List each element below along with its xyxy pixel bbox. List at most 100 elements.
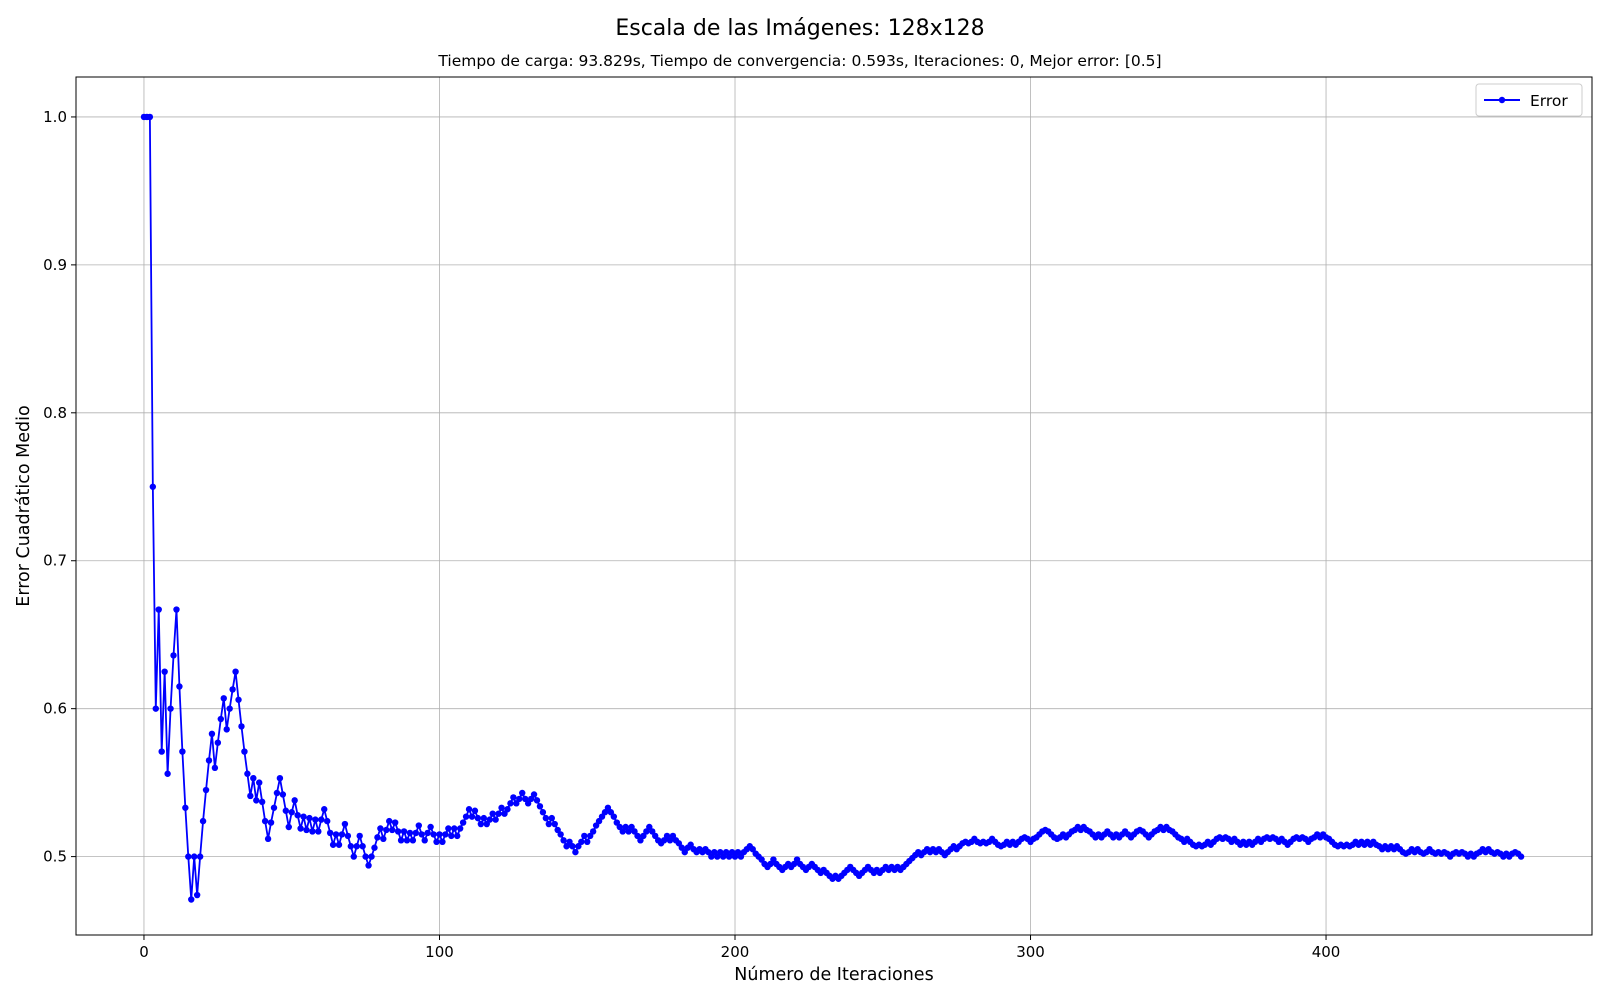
- data-point: [344, 832, 352, 840]
- data-point: [462, 813, 470, 820]
- data-point: [155, 606, 162, 613]
- data-point: [489, 810, 496, 817]
- data-point: [264, 835, 272, 843]
- data-point: [495, 810, 502, 817]
- data-point: [551, 820, 558, 828]
- data-point: [273, 789, 281, 797]
- data-point: [279, 791, 287, 798]
- data-point: [323, 817, 331, 825]
- y-tick-label: 0.8: [43, 404, 67, 422]
- data-point: [179, 748, 186, 755]
- y-tick-label: 1.0: [43, 108, 67, 126]
- x-tick-label: 200: [721, 943, 750, 961]
- data-point: [454, 832, 461, 840]
- data-point: [368, 853, 375, 860]
- data-point: [303, 826, 310, 834]
- data-point: [442, 831, 449, 838]
- data-point: [477, 820, 485, 828]
- y-tick-label: 0.5: [43, 848, 67, 866]
- data-point: [229, 686, 236, 693]
- data-point: [332, 831, 340, 838]
- data-point: [365, 862, 372, 869]
- data-point: [542, 814, 550, 822]
- legend: Error: [1475, 83, 1583, 117]
- data-point: [403, 837, 411, 844]
- data-point: [584, 838, 591, 845]
- data-point: [569, 843, 576, 850]
- data-point: [256, 779, 263, 786]
- data-point: [309, 828, 316, 835]
- data-point: [415, 822, 422, 829]
- data-point: [536, 803, 544, 810]
- data-point: [294, 811, 301, 819]
- series-error: [140, 113, 1525, 903]
- data-point: [321, 806, 328, 813]
- data-point: [217, 715, 224, 723]
- data-point: [486, 816, 493, 823]
- data-point: [424, 829, 431, 837]
- data-point: [247, 792, 254, 800]
- data-point: [456, 825, 464, 832]
- data-point: [539, 809, 547, 816]
- data-point: [412, 829, 420, 837]
- data-point: [285, 823, 292, 831]
- data-point: [193, 891, 201, 899]
- data-point: [498, 804, 505, 811]
- data-point: [205, 757, 213, 764]
- data-point: [394, 828, 402, 835]
- data-point: [480, 814, 488, 822]
- data-point: [261, 817, 269, 825]
- data-point: [545, 820, 553, 828]
- data-point: [238, 723, 245, 730]
- data-point: [445, 825, 452, 832]
- data-point: [359, 843, 366, 850]
- data-point: [170, 652, 177, 659]
- data-point: [371, 844, 378, 851]
- data-point: [409, 837, 417, 844]
- data-point: [421, 837, 428, 844]
- x-tick-label: 300: [1016, 943, 1045, 961]
- y-tick-label: 0.7: [43, 552, 67, 570]
- data-point: [418, 831, 425, 838]
- data-point: [451, 825, 458, 832]
- data-point: [167, 705, 174, 712]
- data-point: [326, 829, 334, 837]
- data-point: [306, 814, 313, 822]
- data-point: [235, 696, 242, 703]
- chart-subtitle: Tiempo de carga: 93.829s, Tiempo de conv…: [438, 52, 1162, 70]
- data-point: [519, 789, 526, 797]
- data-point: [208, 730, 216, 738]
- data-point: [300, 813, 307, 820]
- chart-title: Escala de las Imágenes: 128x128: [615, 16, 985, 41]
- data-point: [232, 668, 239, 675]
- data-point: [188, 896, 195, 903]
- data-point: [291, 797, 298, 804]
- data-point: [223, 726, 230, 733]
- data-point: [315, 828, 322, 835]
- data-point: [158, 748, 165, 755]
- data-point: [510, 794, 517, 801]
- plot-area-frame: [75, 76, 1593, 936]
- data-point: [214, 739, 222, 746]
- data-point: [353, 843, 360, 850]
- data-point: [347, 843, 355, 850]
- data-point: [182, 804, 189, 811]
- data-point: [288, 809, 295, 816]
- legend-label-error: Error: [1530, 92, 1568, 110]
- data-point: [335, 841, 343, 848]
- data-point: [244, 770, 251, 777]
- data-point: [610, 813, 618, 820]
- data-point: [146, 113, 154, 121]
- x-tick-label: 0: [139, 943, 149, 961]
- y-axis-title: Error Cuadrático Medio: [14, 405, 34, 606]
- data-point: [270, 804, 278, 811]
- data-point: [258, 798, 266, 806]
- data-point: [173, 606, 180, 613]
- data-point: [191, 853, 198, 860]
- data-point: [471, 807, 479, 814]
- legend-marker-swatch: [1498, 96, 1506, 104]
- data-point: [374, 834, 381, 841]
- data-point: [338, 831, 346, 838]
- data-point: [176, 683, 183, 690]
